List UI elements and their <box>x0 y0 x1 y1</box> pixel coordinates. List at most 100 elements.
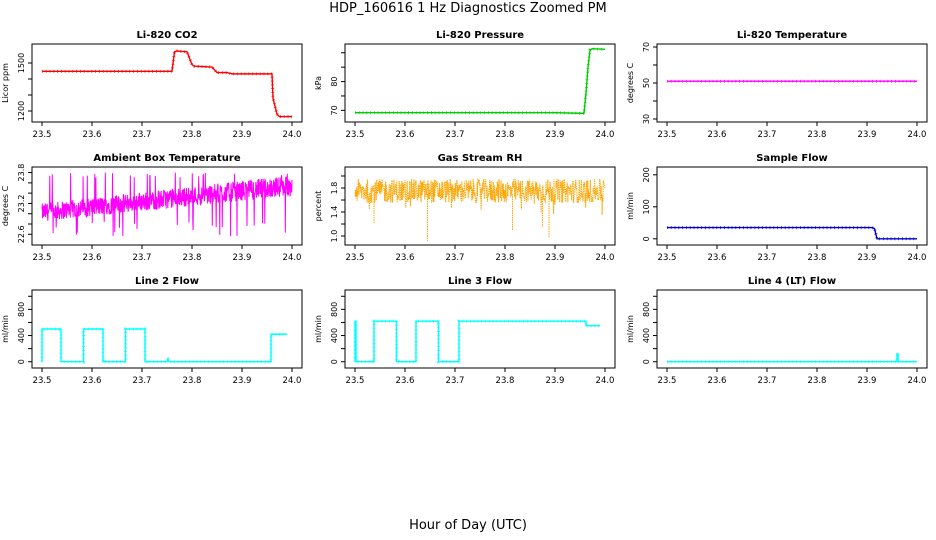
x-tick-label: 23.7 <box>446 253 465 263</box>
panel-5: Gas Stream RH percent 23.5 23.6 23.7 23.8 23.9… <box>314 153 616 263</box>
panel-8: Line 3 Flow ml/min 23.5 23.6 23.7 23.8 23.9 24.… <box>314 276 616 386</box>
series-line <box>41 172 293 237</box>
x-tick-label: 23.8 <box>496 130 515 140</box>
series-line <box>667 353 917 363</box>
y-tick-label: 1.4 <box>330 206 339 219</box>
x-axis-label: Hour of Day (UTC) <box>409 518 527 533</box>
series-line <box>41 328 287 363</box>
panel-title: Li-820 Pressure <box>436 30 524 41</box>
x-tick-label: 23.5 <box>346 130 365 140</box>
x-tick-label: 23.5 <box>33 376 52 386</box>
plot-frame <box>656 166 928 246</box>
x-tick-label: 23.8 <box>183 130 202 140</box>
x-tick-label: 23.9 <box>546 376 565 386</box>
x-tick-label: 23.9 <box>858 376 877 386</box>
y-tick-label: 400 <box>17 328 26 343</box>
y-tick-label: 200 <box>642 167 651 182</box>
x-tick-label: 23.8 <box>808 376 827 386</box>
series-line <box>42 50 292 118</box>
x-tick-label: 23.8 <box>808 130 827 140</box>
x-tick-label: 23.6 <box>708 253 727 263</box>
x-tick-label: 23.9 <box>233 130 252 140</box>
x-tick-label: 23.8 <box>496 253 515 263</box>
panel-title: Line 3 Flow <box>448 276 512 287</box>
y-tick-label: 400 <box>330 328 339 343</box>
y-tick-label: 70 <box>330 105 339 115</box>
panel-title: Gas Stream RH <box>438 153 523 164</box>
plot-frame <box>31 166 303 246</box>
panel-1: Li-820 CO2 Licor ppm 23.5 23.6 23.7 23.8 23.9 2… <box>1 30 303 140</box>
y-tick-label: 1.0 <box>330 230 339 243</box>
x-tick-label: 24.0 <box>596 253 615 263</box>
series-points <box>353 319 600 364</box>
y-axis-label: ml/min <box>626 315 635 343</box>
series-line <box>354 178 606 241</box>
x-tick-label: 23.6 <box>396 130 415 140</box>
panel-title: Ambient Box Temperature <box>93 153 240 164</box>
y-axis-label: percent <box>314 191 323 222</box>
panel-4: Ambient Box Temperature degrees C 23.5 23.6… <box>1 153 303 263</box>
x-tick-label: 24.0 <box>283 376 302 386</box>
x-tick-label: 23.7 <box>758 376 777 386</box>
y-tick-label: 23.2 <box>17 195 26 213</box>
y-tick-label: 80 <box>330 76 339 86</box>
y-tick-label: 0 <box>642 236 651 241</box>
y-tick-label: 400 <box>642 328 651 343</box>
y-axis-label: ml/min <box>1 315 10 343</box>
x-tick-label: 23.6 <box>83 376 102 386</box>
x-tick-label: 23.5 <box>658 376 677 386</box>
x-tick-label: 23.6 <box>396 376 415 386</box>
x-tick-label: 23.7 <box>758 253 777 263</box>
x-tick-label: 24.0 <box>908 376 927 386</box>
plot-frame <box>31 289 303 369</box>
panel-6: Sample Flow ml/min 23.5 23.6 23.7 23.8 23.9 24.… <box>626 153 928 263</box>
x-tick-label: 23.8 <box>183 253 202 263</box>
y-tick-label: 800 <box>330 302 339 317</box>
x-tick-label: 24.0 <box>283 253 302 263</box>
y-tick-label: 23.8 <box>17 164 26 182</box>
x-tick-label: 23.7 <box>758 130 777 140</box>
x-tick-label: 23.6 <box>708 130 727 140</box>
panel-7: Line 2 Flow ml/min 23.5 23.6 23.7 23.8 23.9 24.… <box>1 276 303 386</box>
y-tick-label: 50 <box>642 78 651 88</box>
y-axis-label: degrees C <box>626 62 635 103</box>
x-tick-label: 23.9 <box>858 253 877 263</box>
x-tick-label: 23.9 <box>233 253 252 263</box>
x-tick-label: 23.5 <box>33 130 52 140</box>
y-axis-label: ml/min <box>314 315 323 343</box>
panel-9: Line 4 (LT) Flow ml/min 23.5 23.6 23.7 23.8 23… <box>626 276 928 386</box>
y-tick-label: 22.6 <box>17 225 26 243</box>
x-tick-label: 23.9 <box>858 130 877 140</box>
panel-3: Li-820 Temperature degrees C 23.5 23.6 23.7 2… <box>626 30 928 140</box>
x-tick-label: 23.5 <box>346 376 365 386</box>
x-tick-label: 23.6 <box>708 376 727 386</box>
x-tick-label: 23.8 <box>808 253 827 263</box>
plot-frame <box>344 43 616 123</box>
panel-2: Li-820 Pressure kPa 23.5 23.6 23.7 23.8 23.9 24… <box>314 30 616 140</box>
y-tick-label: 30 <box>642 114 651 124</box>
x-tick-label: 23.5 <box>346 253 365 263</box>
x-tick-label: 23.6 <box>83 253 102 263</box>
y-axis-label: kPa <box>314 76 323 90</box>
x-tick-label: 23.7 <box>446 130 465 140</box>
panel-title: Line 2 Flow <box>135 276 199 287</box>
plot-frame <box>344 166 616 246</box>
y-tick-label: 0 <box>642 359 651 364</box>
x-tick-label: 23.5 <box>658 253 677 263</box>
y-tick-label: 1200 <box>17 101 26 121</box>
x-tick-label: 23.9 <box>546 130 565 140</box>
series-points <box>40 327 287 364</box>
x-tick-label: 23.7 <box>133 253 152 263</box>
series-line <box>667 226 917 240</box>
x-tick-label: 23.6 <box>83 130 102 140</box>
x-tick-label: 23.8 <box>496 376 515 386</box>
x-tick-label: 24.0 <box>596 376 615 386</box>
x-tick-label: 23.5 <box>658 130 677 140</box>
x-tick-label: 23.6 <box>396 253 415 263</box>
y-tick-label: 1500 <box>17 53 26 73</box>
panel-title: Sample Flow <box>756 153 828 164</box>
plot-frame <box>656 289 928 369</box>
y-axis-label: ml/min <box>626 192 635 220</box>
